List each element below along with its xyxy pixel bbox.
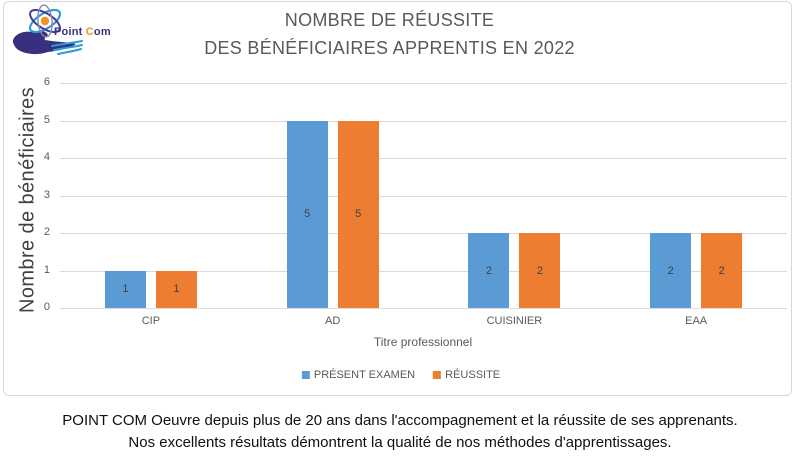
y-tick-label-1: 1 [43,263,50,276]
bar-value-label: 5 [304,208,311,221]
bar-cip-present: 1 [104,270,146,308]
bar-eaa-reussite: 2 [701,233,743,308]
bar-eaa-present: 2 [650,233,692,308]
gridline-6 [60,83,787,84]
chart-panel: Point Com NOMBRE DE RÉUSSITE DES BÉNÉFIC… [3,1,792,396]
bar-value-label: 2 [485,264,492,277]
legend-item-present-examen: PRÉSENT EXAMEN [301,369,416,381]
gridline-0 [60,308,787,309]
gridline-3 [60,195,787,197]
bar-cuisinier-reussite: 2 [519,233,561,308]
chart-title-line2: DES BÉNÉFICIAIRES APPRENTIS EN 2022 [204,38,575,58]
brand-point: Point [54,26,86,38]
bar-value-label: 5 [355,208,362,221]
pointcom-logo-graphic [12,4,83,55]
chart-title: NOMBRE DE RÉUSSITE DES BÉNÉFICIAIRES APP… [4,6,775,62]
swoosh-lines-icon [51,40,83,55]
x-axis-title: Titre professionnel [373,335,473,349]
bar-value-label: 1 [122,283,129,296]
category-label-cuisinier: CUISINIER [486,315,543,327]
chart-title-line1: NOMBRE DE RÉUSSITE [284,10,495,30]
pointcom-logo: Point Com [12,4,132,62]
gridline-4 [60,158,787,159]
brand-text: Point Com [54,26,111,38]
legend-swatch [433,371,442,379]
y-tick-label-4: 4 [43,151,50,163]
brand-om: om [93,26,111,38]
legend-item-reussite: RÉUSSITE [433,369,500,381]
atom-icon [28,4,62,38]
gridline-5 [60,120,787,122]
bar-cuisinier-present: 2 [468,233,510,308]
bar-value-label: 2 [718,264,725,277]
caption-line2: Nos excellents résultats démontrent la q… [128,434,672,451]
bar-value-label: 1 [173,283,180,296]
bar-value-label: 2 [667,264,674,277]
bar-value-label: 2 [536,264,543,277]
legend: PRÉSENT EXAMEN RÉUSSITE [301,369,500,381]
category-label-ad: AD [324,315,341,327]
y-tick-label-0: 0 [43,301,50,313]
legend-swatch [301,371,310,379]
category-label-eaa: EAA [685,315,708,327]
gridline-2 [60,233,787,234]
gridline-1 [60,270,787,272]
bar-ad-present: 5 [286,120,328,308]
legend-label: PRÉSENT EXAMEN [313,369,416,381]
y-tick-label-5: 5 [43,113,50,126]
caption: POINT COM Oeuvre depuis plus de 20 ans d… [0,410,800,454]
category-label-cip: CIP [141,315,161,327]
y-tick-label-2: 2 [43,226,50,238]
bar-cip-reussite: 1 [155,270,197,308]
caption-line1: POINT COM Oeuvre depuis plus de 20 ans d… [62,412,738,429]
brand-c: C [85,26,94,38]
y-tick-label-6: 6 [43,76,50,88]
legend-label: RÉUSSITE [445,369,501,381]
y-tick-label-3: 3 [43,188,50,201]
bar-ad-reussite: 5 [337,120,379,308]
